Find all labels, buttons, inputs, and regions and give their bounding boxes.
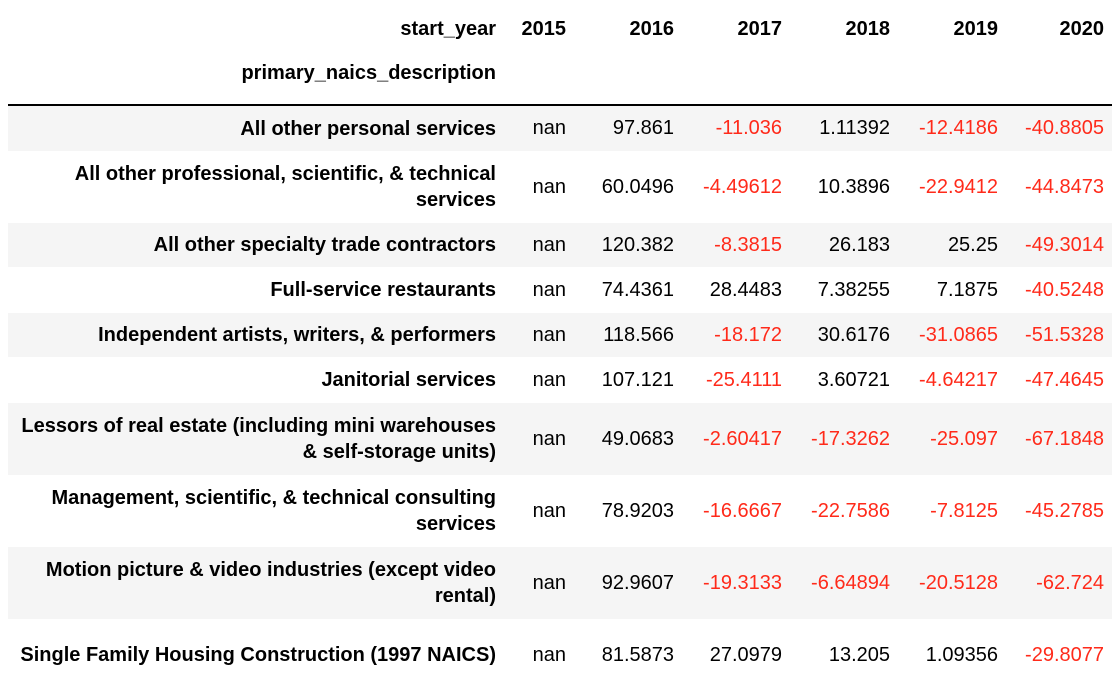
table-cell: nan: [532, 117, 566, 139]
table-row: Single Family Housing Construction (1997…: [8, 619, 1112, 691]
table-cell: 1.11392: [819, 117, 890, 139]
dataframe-output: start_year 2015 2016 2017 2018 2019 2020…: [8, 0, 1112, 691]
table-cell: 7.1875: [936, 278, 998, 301]
table-row: Janitorial services nan 107.121 -25.4111 3.6…: [8, 357, 1112, 403]
table-cell: 97.861: [612, 117, 674, 139]
table-cell: nan: [532, 323, 566, 346]
column-header-2019: 2019: [953, 17, 999, 40]
table-row: Full-service restaurants nan 74.4361 28.448…: [8, 267, 1112, 313]
table-cell: -47.4645: [1025, 368, 1104, 391]
table-row: Independent artists, writers, & performe…: [8, 313, 1112, 357]
row-label: Motion picture & video industries (excep…: [45, 559, 496, 607]
table-cell: -67.1848: [1025, 427, 1104, 450]
table-cell: -20.5128: [919, 571, 998, 594]
row-label: All other personal services: [240, 117, 496, 140]
table-cell: nan: [532, 499, 566, 522]
table-cell: 26.183: [828, 233, 890, 256]
table-cell: 120.382: [601, 233, 674, 256]
table-body: All other personal services nan 97.861 -11.…: [8, 105, 1112, 691]
column-header-2016: 2016: [629, 17, 675, 40]
table-row: Lessors of real estate (including mini w…: [8, 403, 1112, 475]
table-cell: nan: [532, 643, 566, 666]
header-row-index: primary_naics_description: [8, 56, 1112, 106]
table-row: All other specialty trade contractors nan…: [8, 223, 1112, 267]
table-row: Management, scientific, & technical cons…: [8, 475, 1112, 547]
table-cell: nan: [532, 278, 566, 301]
table-cell: -4.64217: [919, 368, 998, 391]
table-cell: -44.8473: [1025, 175, 1104, 198]
table-cell: nan: [532, 427, 566, 450]
column-header-2015: 2015: [521, 17, 567, 40]
table-cell: -4.49612: [703, 175, 782, 198]
table-cell: nan: [532, 175, 566, 198]
table-cell: 10.3896: [817, 175, 890, 198]
table-cell: -8.3815: [714, 233, 782, 256]
table-cell: -25.097: [930, 427, 998, 450]
table-cell: -12.4186: [919, 117, 998, 139]
table-cell: 49.0683: [601, 427, 674, 450]
table-cell: -6.64894: [811, 571, 890, 594]
row-label: Independent artists, writers, & performe…: [98, 324, 496, 346]
table-cell: -18.172: [714, 323, 782, 346]
table-cell: -45.2785: [1025, 499, 1104, 522]
table-cell: -22.7586: [811, 499, 890, 522]
table-header: start_year 2015 2016 2017 2018 2019 2020…: [8, 0, 1112, 106]
table-cell: -31.0865: [919, 323, 998, 346]
columns-label: start_year: [400, 17, 496, 40]
column-header-2018: 2018: [845, 17, 891, 40]
table-row: Motion picture & video industries (excep…: [8, 547, 1112, 619]
header-row-columns: start_year 2015 2016 2017 2018 2019 2020: [8, 0, 1112, 56]
table-cell: 13.205: [828, 643, 890, 666]
row-label: Full-service restaurants: [270, 279, 496, 301]
table-cell: -22.9412: [919, 175, 998, 198]
table-cell: 7.38255: [817, 278, 890, 301]
table-cell: -7.8125: [930, 499, 998, 522]
table-cell: -62.724: [1036, 571, 1104, 594]
table-cell: 1.09356: [925, 643, 998, 666]
column-header-2020: 2020: [1059, 17, 1105, 40]
table-cell: -11.036: [715, 117, 782, 139]
row-label: Management, scientific, & technical cons…: [51, 487, 496, 535]
table-cell: -16.6667: [703, 499, 782, 522]
table-cell: -2.60417: [703, 427, 782, 450]
table-cell: -17.3262: [811, 427, 890, 450]
table-cell: nan: [532, 233, 566, 256]
table-cell: 74.4361: [601, 278, 674, 301]
row-label: Lessors of real estate (including mini w…: [21, 415, 496, 463]
table-cell: 118.566: [603, 323, 674, 346]
index-label: primary_naics_description: [8, 56, 504, 106]
table-cell: 60.0496: [601, 175, 674, 198]
table-cell: -49.3014: [1025, 233, 1104, 256]
table-cell: -25.4111: [706, 368, 782, 391]
table-row: All other professional, scientific, & te…: [8, 151, 1112, 223]
table-cell: 27.0979: [709, 643, 782, 666]
table-cell: -40.8805: [1025, 117, 1104, 139]
table-cell: nan: [532, 571, 566, 594]
table-cell: 3.60721: [817, 368, 890, 391]
table-cell: 81.5873: [601, 643, 674, 666]
column-header-2017: 2017: [737, 17, 783, 40]
table-row: All other personal services nan 97.861 -11.…: [8, 105, 1112, 151]
table-cell: 30.6176: [817, 323, 890, 346]
row-label: All other professional, scientific, & te…: [74, 163, 496, 211]
table-cell: -40.5248: [1025, 278, 1104, 301]
table-cell: 107.121: [601, 368, 674, 391]
table-cell: -51.5328: [1025, 323, 1104, 346]
row-label: Janitorial services: [321, 369, 496, 391]
table-cell: nan: [532, 368, 566, 391]
table-cell: 92.9607: [601, 571, 674, 594]
dataframe-table: start_year 2015 2016 2017 2018 2019 2020…: [8, 0, 1112, 691]
table-cell: 28.4483: [709, 278, 782, 301]
table-cell: 25.25: [947, 233, 998, 256]
row-label: Single Family Housing Construction (1997…: [20, 644, 496, 666]
row-label: All other specialty trade contractors: [153, 234, 496, 256]
table-cell: -29.8077: [1025, 643, 1104, 666]
table-cell: 78.9203: [601, 499, 674, 522]
table-cell: -19.3133: [703, 571, 782, 594]
